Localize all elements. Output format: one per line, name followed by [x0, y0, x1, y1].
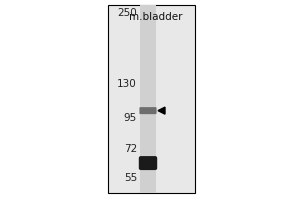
Text: 72: 72 [124, 144, 137, 154]
Bar [140, 5, 156, 193]
FancyBboxPatch shape [139, 156, 157, 170]
Text: 250: 250 [117, 8, 137, 18]
Polygon shape [158, 107, 165, 114]
Text: 55: 55 [124, 173, 137, 183]
FancyBboxPatch shape [140, 107, 157, 114]
Text: m.bladder: m.bladder [129, 12, 183, 22]
Bar [108, 5, 195, 193]
Text: 130: 130 [117, 79, 137, 89]
Text: 95: 95 [124, 113, 137, 123]
